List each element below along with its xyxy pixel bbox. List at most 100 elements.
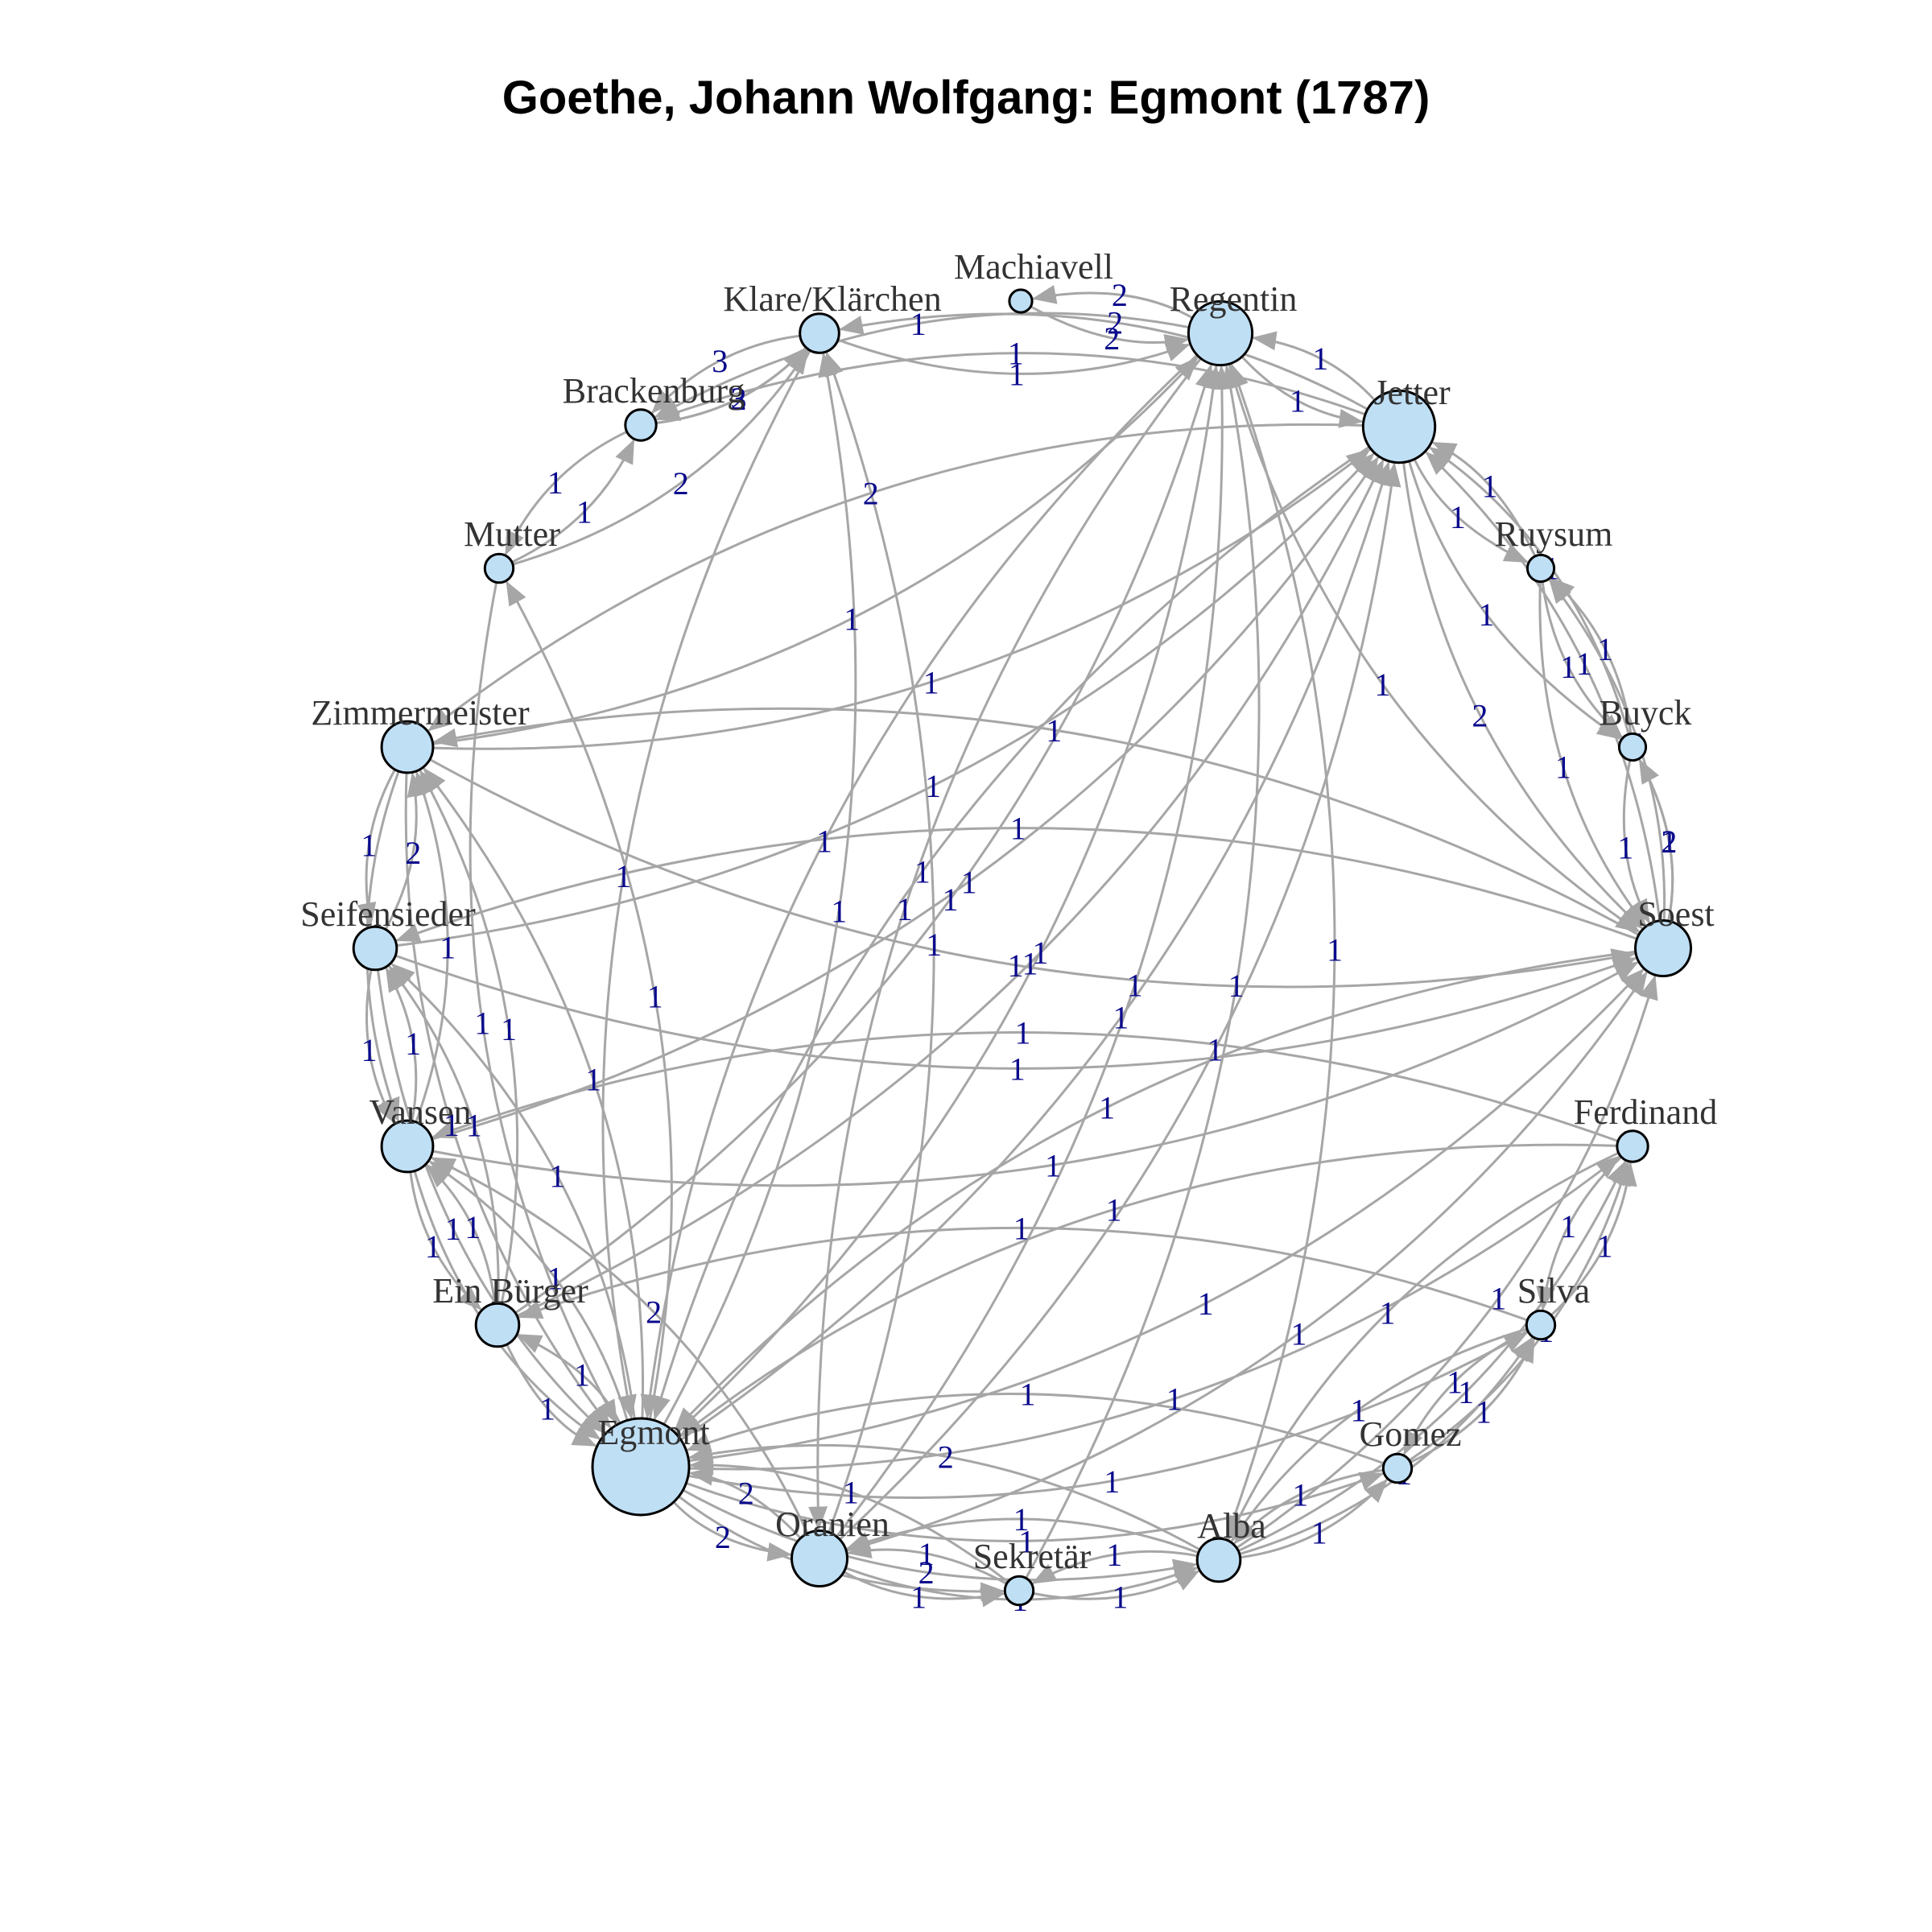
edge-sekretar-oranien	[846, 1539, 1008, 1585]
edge-weight-label: 1	[1228, 968, 1245, 1004]
node-label: Vansen	[369, 1092, 471, 1132]
edge-weight-label: 1	[1127, 967, 1143, 1003]
edge-weight-label: 2	[1104, 320, 1120, 357]
edge-jetter-brackenburg	[655, 352, 1366, 421]
edge-weight-label: 1	[1458, 1374, 1474, 1410]
edge-weight-label: 1	[1351, 1392, 1367, 1428]
edge-weight-label: 1	[474, 1005, 490, 1042]
edge-ferdinand-vansen	[431, 1031, 1619, 1142]
edge-klare-brackenburg	[651, 334, 801, 414]
edge-weight-label: 1	[1018, 1523, 1034, 1559]
edge-soest-jetter	[1425, 451, 1662, 921]
edge-egmont-einburger	[517, 1333, 621, 1424]
edge-weight-label: 1	[444, 1107, 460, 1143]
node-circle	[1008, 288, 1034, 314]
edge-ferdinand-silva	[1536, 1156, 1623, 1311]
edge-weight-label: 1	[574, 1357, 590, 1393]
node-gomez: Gomez	[1359, 1414, 1462, 1484]
edge-weight-label: 1	[1112, 1579, 1128, 1616]
edge-weight-label: 1	[1560, 649, 1576, 685]
edge-seifensieder-egmont	[376, 969, 606, 1435]
edge-zimmermeister-soest	[429, 758, 1637, 989]
edge-jetter-egmont	[651, 445, 1370, 1421]
node-label: Gomez	[1359, 1414, 1461, 1454]
node-circle	[483, 552, 515, 584]
edge-weight-label: 2	[919, 1554, 935, 1591]
edge-sekretar-alba	[1033, 1570, 1200, 1600]
edge-weight-label: 1	[1327, 932, 1343, 968]
node-label: Regentin	[1170, 279, 1298, 319]
edge-weight-label: 1	[1106, 1537, 1122, 1573]
node-oranien: Oranien	[775, 1505, 890, 1587]
node-label: Silva	[1517, 1271, 1590, 1311]
node-label: Mutter	[464, 514, 560, 554]
node-label: Jetter	[1373, 373, 1451, 412]
edge-zimmermeister-egmont	[404, 772, 612, 1429]
edge-seifensieder-jetter	[396, 452, 1375, 947]
node-klare: Klare/Klärchen	[723, 279, 942, 354]
edge-mutter-klare	[512, 349, 809, 566]
edge-weight-label: 1	[361, 827, 377, 863]
edge-seifensieder-vansen	[365, 969, 395, 1125]
edge-klare-egmont	[601, 349, 811, 1420]
edge-weight-label: 1	[1009, 1051, 1026, 1087]
edge-weight-label: 1	[539, 1391, 555, 1427]
edge-ruysum-buyck	[1541, 581, 1623, 738]
edge-weight-label: 1	[1099, 1090, 1115, 1126]
edge-weight-label: 3	[731, 381, 747, 417]
edge-weight-label: 1	[1576, 646, 1592, 682]
edge-weight-label: 1	[1482, 468, 1498, 504]
chart-title: Goethe, Johann Wolfgang: Egmont (1787)	[502, 72, 1430, 124]
edge-oranien-egmont	[688, 1466, 802, 1539]
edge-weight-label: 1	[501, 1011, 517, 1047]
node-circle	[1381, 1452, 1414, 1484]
edge-jetter-buyck	[1408, 460, 1622, 740]
node-circle	[799, 312, 840, 354]
edge-weight-label: 1	[1013, 1501, 1030, 1538]
edge-weight-label: 1	[1009, 356, 1025, 392]
edge-weight-label: 1	[1166, 1381, 1183, 1418]
edge-weight-label: 2	[405, 835, 421, 871]
edge-weight-label: 1	[1312, 341, 1328, 377]
node-label: Machiavell	[954, 247, 1113, 287]
edge-sekretar-egmont	[689, 1455, 1009, 1583]
edge-weight-label: 1	[910, 1579, 927, 1615]
edge-einburger-jetter	[516, 459, 1385, 1317]
edge-weight-label: 1	[1555, 749, 1571, 786]
edge-weight-label: 1	[576, 494, 592, 530]
edge-weight-label: 1	[549, 1158, 565, 1194]
node-silva: Silva	[1517, 1271, 1590, 1341]
node-vansen: Vansen	[369, 1092, 472, 1174]
edge-silva-ferdinand	[1550, 1162, 1637, 1316]
edge-jetter-klare	[838, 312, 1368, 411]
edge-regentin-egmont	[640, 354, 1199, 1419]
node-label: Oranien	[775, 1505, 890, 1544]
edge-seifensieder-soest	[394, 954, 1637, 1070]
edge-soest-buyck	[1638, 758, 1674, 922]
edge-weight-label: 1	[831, 893, 847, 929]
edge-ferdinand-alba	[1227, 1151, 1620, 1541]
edge-weight-label: 1	[914, 854, 931, 890]
edge-weight-label: 2	[1112, 277, 1128, 313]
edge-weight-label: 2	[673, 465, 689, 502]
edge-alba-soest	[1236, 975, 1658, 1550]
edge-egmont-jetter	[679, 460, 1392, 1441]
edge-jetter-ruysum	[1413, 458, 1529, 564]
edge-weight-label: 1	[1597, 1228, 1613, 1265]
edge-mutter-brackenburg	[511, 439, 635, 564]
edge-weight-label: 1	[925, 768, 941, 804]
node-circle	[380, 1119, 435, 1174]
node-label: Brackenburg	[563, 371, 745, 411]
edge-egmont-zimmermeister	[423, 767, 645, 1419]
node-egmont: Egmont	[591, 1413, 710, 1517]
edge-silva-gomez	[1403, 1330, 1529, 1456]
edge-sekretar-regentin	[1025, 364, 1261, 1579]
edge-weight-label: 2	[1472, 697, 1488, 733]
edge-oranien-klare	[825, 351, 935, 1534]
node-circle	[474, 1302, 521, 1348]
edge-weight-label: 1	[1008, 947, 1024, 984]
edge-egmont-seifensieder	[390, 963, 636, 1419]
edge-regentin-machiavell	[1031, 285, 1194, 320]
edge-vansen-zimmermeister	[415, 771, 449, 1123]
node-alba: Alba	[1195, 1506, 1266, 1583]
